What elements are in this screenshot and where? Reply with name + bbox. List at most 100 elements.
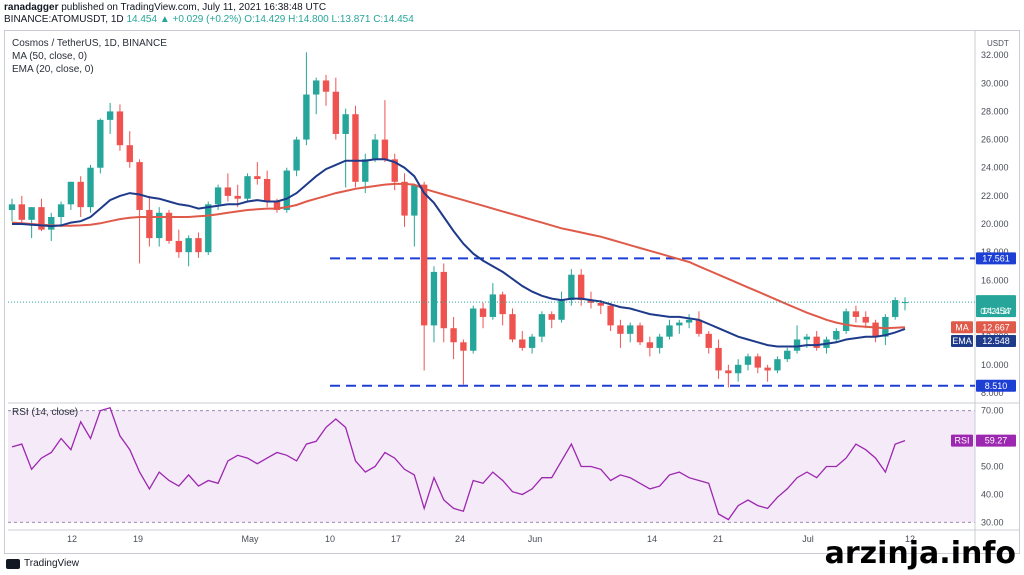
candle-body[interactable] [87, 167, 94, 208]
candle-body[interactable] [882, 316, 889, 337]
candle-body[interactable] [313, 80, 320, 95]
candle-body[interactable] [499, 294, 506, 315]
candle-body[interactable] [342, 114, 349, 134]
candle-body[interactable] [57, 204, 65, 217]
author[interactable]: ranadagger [4, 2, 59, 13]
candle-body[interactable] [185, 238, 192, 253]
candle-body[interactable] [744, 356, 752, 365]
candle-body[interactable] [646, 342, 654, 348]
candle-body[interactable] [666, 325, 673, 337]
candle-body[interactable] [479, 308, 487, 317]
candle-body[interactable] [48, 217, 55, 230]
candle-body[interactable] [676, 322, 683, 326]
candle-body[interactable] [362, 159, 369, 182]
candle-body[interactable] [617, 325, 624, 334]
candle-body[interactable] [587, 300, 595, 303]
candle-body[interactable] [146, 209, 153, 239]
candle-body[interactable] [391, 159, 398, 182]
candle-body[interactable] [352, 114, 359, 182]
candle-body[interactable] [205, 204, 212, 253]
candle-body[interactable] [224, 187, 232, 196]
candle-body[interactable] [460, 342, 467, 351]
candle-body[interactable] [165, 212, 173, 241]
candle-body[interactable] [774, 359, 781, 371]
candle-body[interactable] [273, 201, 281, 210]
candle-body[interactable] [538, 314, 546, 337]
candle-body[interactable] [725, 370, 732, 374]
currency-label: USDT [987, 39, 1009, 48]
candle-body[interactable] [734, 364, 742, 374]
candle-body[interactable] [38, 207, 45, 230]
legend-ma[interactable]: MA (50, close, 0) [12, 51, 88, 62]
candle-body[interactable] [106, 111, 114, 120]
candle-body[interactable] [381, 139, 389, 160]
candle-body[interactable] [509, 314, 516, 340]
candle-body[interactable] [636, 325, 644, 343]
candle-body[interactable] [303, 94, 310, 140]
candle-body[interactable] [754, 356, 761, 368]
candle-body[interactable] [568, 274, 575, 301]
candle-body[interactable] [283, 170, 290, 210]
candle-body[interactable] [450, 328, 457, 343]
candle-body[interactable] [607, 305, 614, 326]
candle-body[interactable] [705, 333, 712, 348]
ema20-line[interactable] [12, 158, 906, 348]
candle-body[interactable] [77, 181, 84, 208]
candle-body[interactable] [764, 367, 771, 371]
candle-body[interactable] [793, 339, 801, 351]
candle-body[interactable] [67, 181, 75, 205]
ma50-line[interactable] [11, 182, 906, 330]
candle-body[interactable] [627, 325, 634, 334]
candle-body[interactable] [420, 184, 428, 326]
candle-body[interactable] [548, 314, 555, 320]
candle-body[interactable] [440, 271, 447, 329]
candle-body[interactable] [214, 187, 222, 205]
candle-body[interactable] [126, 145, 133, 163]
candle-body[interactable] [8, 204, 16, 210]
candle-body[interactable] [656, 336, 663, 348]
candle-body[interactable] [784, 350, 791, 360]
candle-body[interactable] [862, 316, 869, 323]
candle-body[interactable] [234, 195, 241, 199]
candle-body[interactable] [695, 319, 703, 334]
candle-body[interactable] [803, 336, 811, 340]
candle-body[interactable] [558, 300, 565, 320]
candle-body[interactable] [891, 300, 899, 317]
candle-body[interactable] [371, 139, 379, 160]
rsi-line[interactable] [11, 407, 906, 521]
candle-body[interactable] [813, 336, 820, 348]
candle-body[interactable] [430, 271, 438, 326]
candle-body[interactable] [401, 181, 408, 216]
candle-body[interactable] [577, 274, 585, 301]
candle-body[interactable] [470, 308, 477, 351]
candle-body[interactable] [195, 238, 202, 253]
candle-body[interactable] [136, 162, 143, 210]
candle-body[interactable] [332, 91, 340, 134]
candle-body[interactable] [842, 311, 850, 332]
candle-body[interactable] [254, 176, 261, 179]
candle-body[interactable] [116, 111, 124, 146]
candle-body[interactable] [175, 240, 183, 253]
candle-body[interactable] [872, 322, 879, 337]
candle-body[interactable] [833, 331, 840, 340]
candle-body[interactable] [28, 207, 35, 220]
candle-body[interactable] [852, 311, 860, 317]
candle-body[interactable] [156, 212, 163, 239]
candle-body[interactable] [263, 178, 271, 202]
candle-body[interactable] [528, 336, 536, 348]
candle-body[interactable] [322, 80, 330, 92]
candle-body[interactable] [715, 347, 722, 371]
candle-body[interactable] [519, 339, 526, 348]
tradingview-logo[interactable]: TradingView [6, 558, 79, 569]
candle-body[interactable] [597, 302, 604, 306]
candle-body[interactable] [685, 319, 693, 323]
candle-body[interactable] [97, 119, 104, 168]
candle-body[interactable] [293, 139, 300, 171]
candle-body[interactable] [18, 204, 26, 220]
candle-body[interactable] [244, 176, 251, 199]
legend-rsi[interactable]: RSI (14, close) [12, 407, 79, 418]
candle-body[interactable] [489, 294, 497, 317]
candle-body[interactable] [411, 184, 418, 216]
legend-ema[interactable]: EMA (20, close, 0) [12, 64, 94, 75]
